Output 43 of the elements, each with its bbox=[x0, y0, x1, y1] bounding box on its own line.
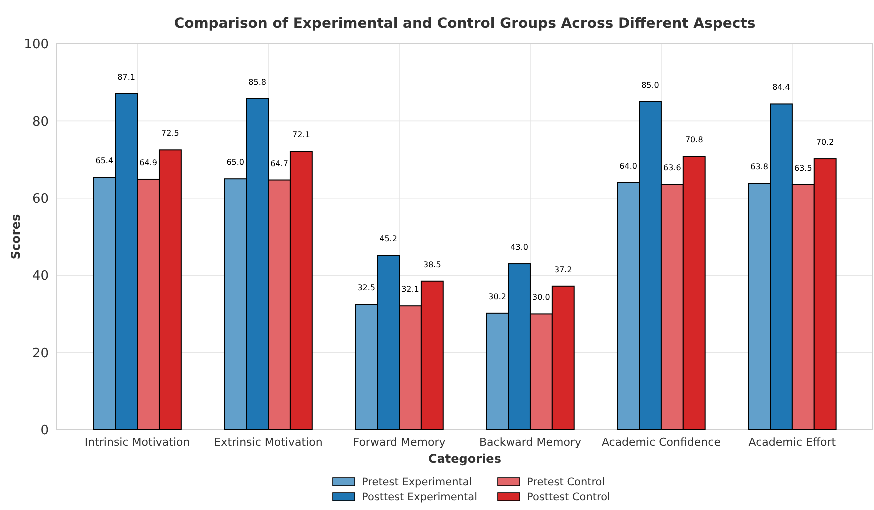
legend-label: Posttest Control bbox=[527, 492, 610, 504]
x-tick-label: Intrinsic Motivation bbox=[84, 436, 190, 449]
data-label: 37.2 bbox=[554, 265, 572, 274]
data-label: 32.5 bbox=[358, 284, 376, 293]
x-tick-label: Extrinsic Motivation bbox=[214, 436, 323, 449]
data-label: 63.5 bbox=[794, 164, 812, 173]
y-tick-label: 20 bbox=[32, 346, 49, 362]
data-label: 70.8 bbox=[685, 136, 704, 145]
data-label: 85.0 bbox=[642, 80, 660, 90]
data-label: 65.4 bbox=[96, 156, 114, 166]
data-label: 63.8 bbox=[750, 162, 768, 172]
data-label: 72.5 bbox=[162, 129, 180, 138]
x-axis-title: Categories bbox=[428, 452, 502, 466]
y-tick-label: 80 bbox=[32, 114, 49, 130]
data-label: 64.9 bbox=[140, 158, 158, 168]
y-tick-label: 100 bbox=[24, 38, 49, 53]
x-tick-label: Backward Memory bbox=[479, 436, 582, 449]
legend-label: Pretest Control bbox=[527, 476, 606, 489]
data-label: 84.4 bbox=[772, 83, 790, 92]
x-tick-label: Academic Effort bbox=[748, 436, 837, 449]
legend-label: Posttest Experimental bbox=[362, 492, 478, 504]
data-label: 30.0 bbox=[532, 293, 550, 302]
x-tick-label: Forward Memory bbox=[353, 436, 446, 449]
legend-label: Pretest Experimental bbox=[362, 476, 472, 489]
data-label: 63.6 bbox=[664, 164, 682, 173]
y-axis-title: Scores bbox=[9, 214, 23, 260]
data-label: 64.0 bbox=[620, 162, 638, 171]
data-label: 85.8 bbox=[248, 78, 266, 87]
data-label: 87.1 bbox=[118, 72, 136, 82]
data-label: 38.5 bbox=[424, 260, 442, 270]
data-label: 70.2 bbox=[816, 138, 834, 148]
y-tick-label: 40 bbox=[32, 269, 49, 284]
y-tick-label: 60 bbox=[32, 192, 49, 207]
data-label: 64.7 bbox=[270, 159, 288, 168]
x-tick-label: Academic Confidence bbox=[602, 436, 722, 449]
data-label: 72.1 bbox=[292, 130, 310, 140]
chart-title: Comparison of Experimental and Control Groups Across Different Aspects bbox=[174, 16, 756, 32]
data-label: 65.0 bbox=[226, 158, 245, 168]
data-label: 30.2 bbox=[488, 292, 506, 302]
y-tick-label: 0 bbox=[40, 424, 49, 439]
data-label: 45.2 bbox=[380, 234, 398, 244]
data-label: 43.0 bbox=[510, 243, 528, 252]
data-label: 32.1 bbox=[402, 285, 420, 294]
